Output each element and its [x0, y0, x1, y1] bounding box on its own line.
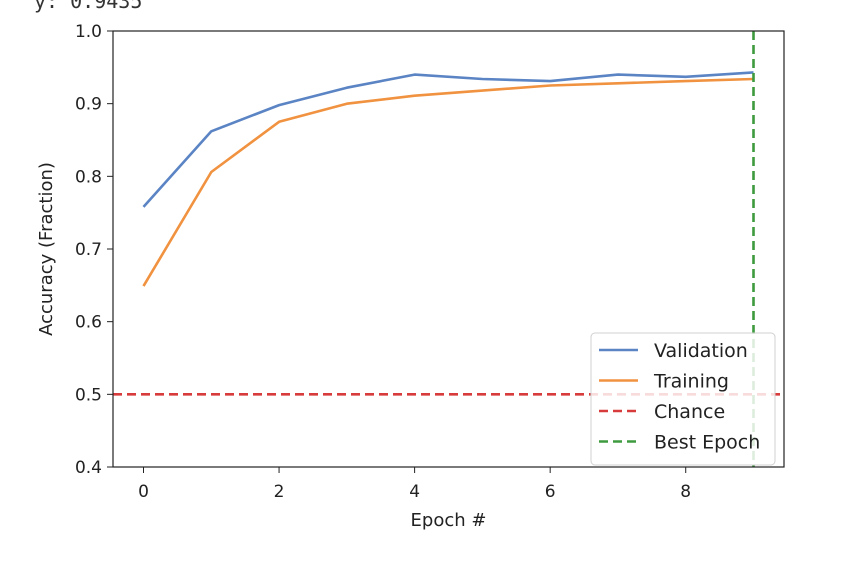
legend-label-training: Training [653, 371, 729, 393]
y-axis-label: Accuracy (Fraction) [36, 162, 57, 336]
x-tick-label: 6 [545, 482, 556, 502]
y-tick-label: 1.0 [75, 22, 102, 42]
y-tick-label: 0.7 [75, 240, 102, 260]
x-tick-label: 4 [409, 482, 420, 502]
y-tick-label: 0.5 [75, 385, 102, 405]
x-axis-label: Epoch # [411, 510, 487, 531]
series-line-training [144, 79, 754, 286]
x-tick-label: 0 [138, 482, 149, 502]
y-tick-label: 0.8 [75, 167, 102, 187]
x-tick-label: 2 [274, 482, 285, 502]
legend-label-chance: Chance [654, 401, 725, 423]
y-tick-label: 0.9 [75, 95, 102, 115]
y-tick-label: 0.4 [75, 458, 102, 478]
legend-label-validation: Validation [654, 340, 748, 362]
legend: Validation Training Chance Best Epoch [591, 333, 775, 465]
y-tick-label: 0.6 [75, 313, 102, 333]
x-tick-label: 8 [680, 482, 691, 502]
legend-label-best-epoch: Best Epoch [654, 432, 760, 454]
